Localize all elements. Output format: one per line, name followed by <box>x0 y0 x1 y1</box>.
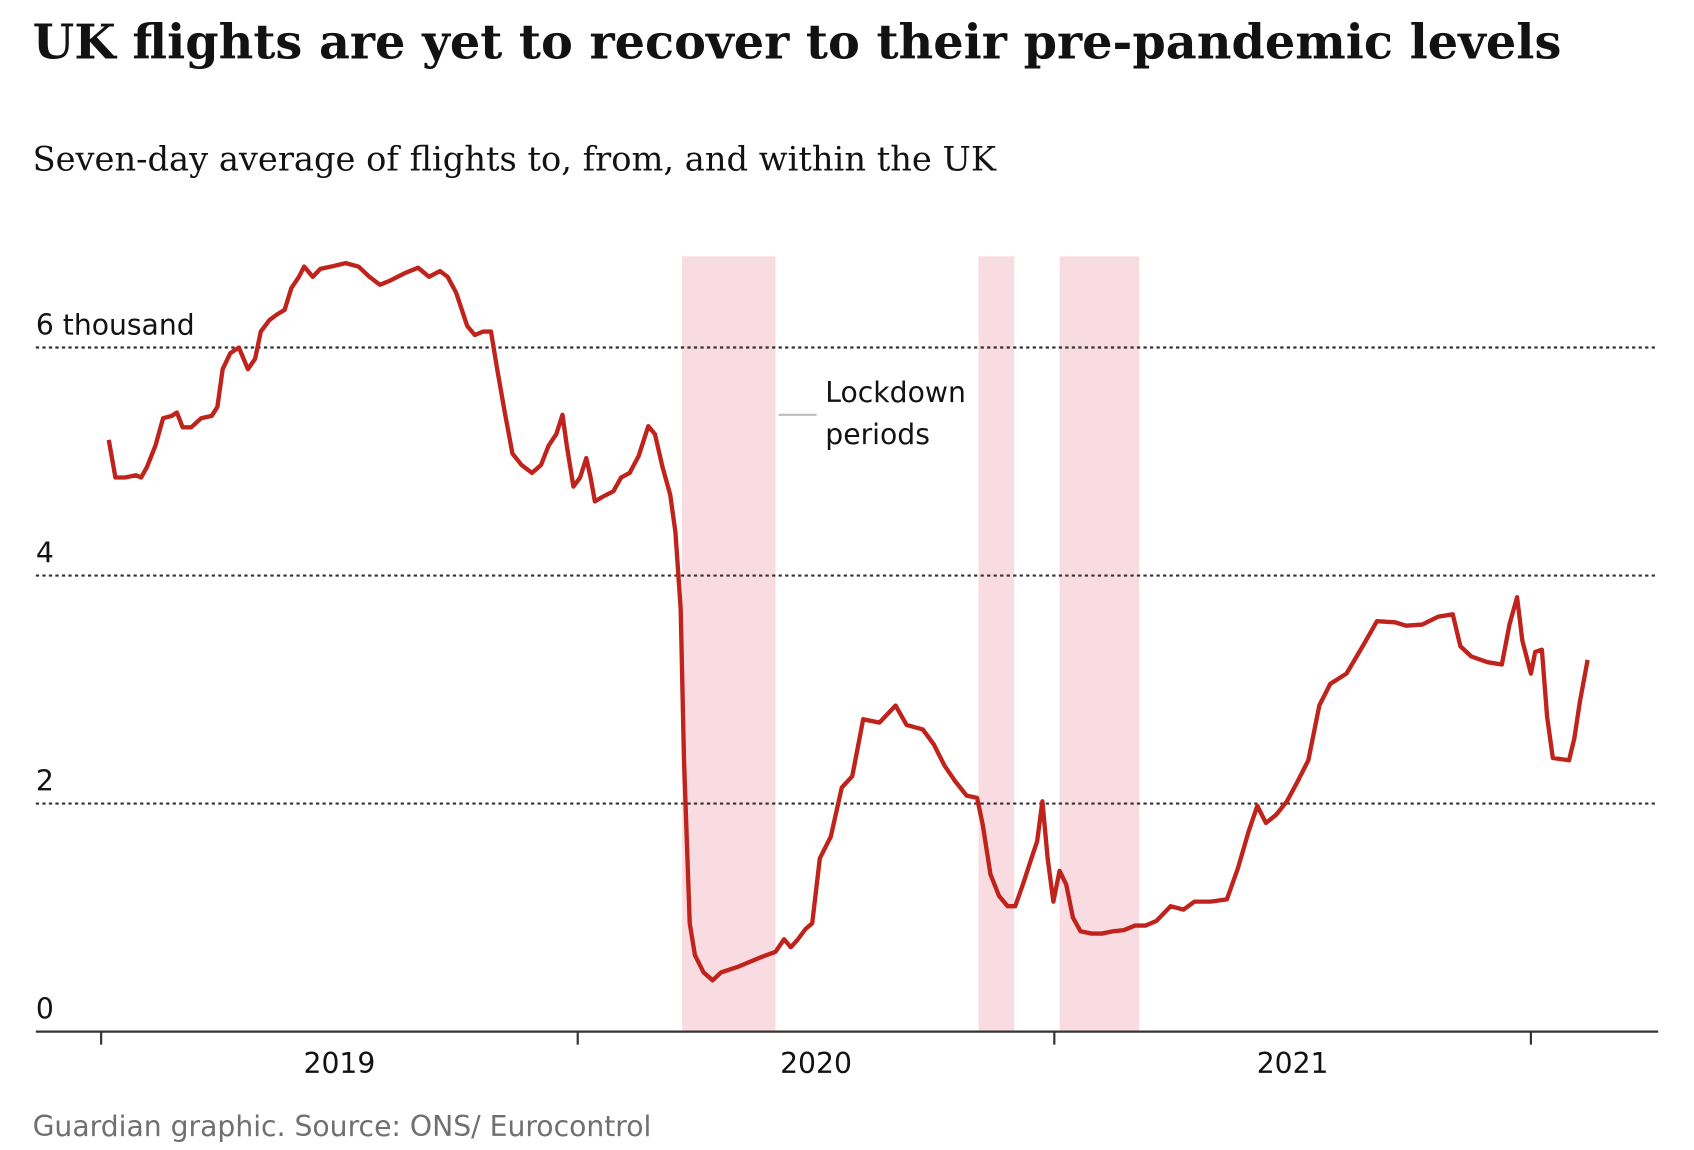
chart-title: UK flights are yet to recover to their p… <box>33 15 1562 71</box>
plot-layer <box>106 260 1590 983</box>
data-line <box>106 260 1590 983</box>
y-tick-label: 2 <box>36 765 54 798</box>
x-tick-label: 2021 <box>1257 1047 1329 1080</box>
shaded-layer <box>682 256 1140 1032</box>
lockdown-period <box>978 256 1015 1032</box>
lockdown-period <box>1059 256 1140 1032</box>
y-tick-label: 0 <box>36 993 54 1026</box>
lockdown-period <box>682 256 776 1032</box>
y-tick-label: 4 <box>36 537 54 570</box>
legend-label: Lockdown periods <box>825 376 966 452</box>
x-tick-label: 2020 <box>780 1047 852 1080</box>
x-tick-label: 2019 <box>304 1047 376 1080</box>
y-tick-label: 6 thousand <box>36 308 195 341</box>
grid-layer: 0 2 4 6 thousand 2019 2020 2021 <box>35 308 1659 1080</box>
legend: Lockdown periods <box>825 376 966 452</box>
source-note: Guardian graphic. Source: ONS/ Eurocontr… <box>33 1110 652 1143</box>
chart-subtitle: Seven-day average of flights to, from, a… <box>33 140 997 179</box>
